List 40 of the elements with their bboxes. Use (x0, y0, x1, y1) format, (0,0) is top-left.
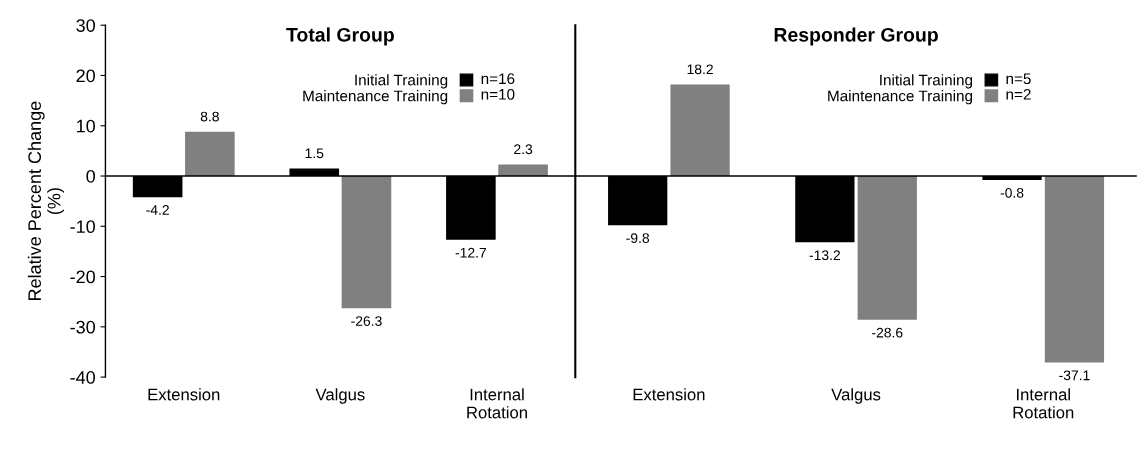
x-tick-label: Valgus (831, 388, 881, 404)
x-tick-label: Internal Rotation (467, 388, 527, 419)
x-tick-label: Extension (633, 388, 705, 401)
legend-label: Maintenance Training (828, 90, 973, 105)
data-label: 8.8 (200, 111, 219, 122)
x-tick-label: Valgus (315, 388, 365, 404)
legend-label: Initial Training (880, 74, 973, 89)
data-label: -13.2 (809, 250, 840, 261)
data-label: 1.5 (305, 148, 324, 159)
y-tick-label: 30 (76, 19, 96, 32)
legend-label: Maintenance Training (303, 90, 448, 105)
chart-title: Total Group (286, 27, 394, 46)
x-tick-label: Internal Rotation (1013, 388, 1074, 419)
y-tick-label: -30 (70, 320, 96, 334)
data-label: -0.8 (1000, 187, 1024, 198)
y-tick-label: 20 (76, 69, 96, 83)
y-tick-label: 0 (86, 169, 95, 183)
y-tick-label: -10 (70, 220, 96, 234)
data-label: -26.3 (351, 316, 382, 326)
bar (341, 176, 392, 309)
annotation: n=5 (1006, 73, 1031, 85)
y-tick-label: 10 (77, 119, 96, 133)
bar (498, 164, 548, 177)
data-label: -4.2 (146, 205, 169, 215)
annotation: n=2 (1006, 88, 1031, 100)
y-tick-label: -40 (70, 371, 96, 384)
bar (185, 131, 235, 177)
chart-title: Responder Group (774, 27, 938, 46)
data-label: -37.1 (1059, 370, 1090, 381)
data-label: -12.7 (455, 247, 487, 258)
data-label: 2.3 (514, 144, 533, 155)
annotation: n=10 (481, 88, 515, 100)
annotation: n=16 (481, 73, 515, 85)
data-label: 18.2 (687, 64, 713, 75)
y-axis-title: Relative Percent Change (%) (27, 101, 65, 301)
legend-label: Initial Training (355, 74, 448, 89)
data-label: -9.8 (626, 233, 650, 244)
y-tick-label: -20 (70, 270, 96, 284)
x-tick-label: Extension (148, 388, 220, 401)
data-label: -28.6 (872, 327, 903, 338)
